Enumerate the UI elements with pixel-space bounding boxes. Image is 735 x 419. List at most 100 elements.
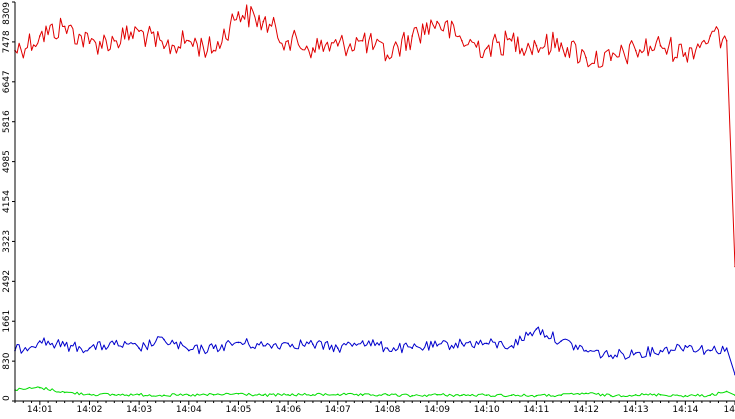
series-3-point xyxy=(560,394,562,397)
x-tick-label: 14:02 xyxy=(77,405,103,415)
series-3-point xyxy=(585,392,587,395)
series-2-point xyxy=(262,345,265,347)
series-3-point xyxy=(188,394,190,397)
series-2-point xyxy=(560,340,562,342)
series-3-point xyxy=(725,390,728,393)
series-3-point xyxy=(510,394,513,397)
series-2-point xyxy=(237,341,240,344)
series-1-line xyxy=(14,4,735,267)
series-2-point xyxy=(411,347,414,350)
series-3-point xyxy=(237,393,240,395)
y-tick-label: 5816 xyxy=(2,110,12,133)
series-2-point xyxy=(39,340,41,342)
series-1-point xyxy=(188,40,190,42)
series-2-point xyxy=(361,340,364,342)
series-2-point xyxy=(287,342,289,345)
series-1-point xyxy=(436,20,438,23)
series-2-line xyxy=(14,326,735,375)
series-1-point xyxy=(485,47,488,49)
series-3-point xyxy=(684,394,687,397)
y-tick-label: 6647 xyxy=(2,70,12,93)
series-2-point xyxy=(659,349,662,352)
series-1-point xyxy=(63,25,66,28)
series-1-point xyxy=(287,40,289,42)
series-3-point xyxy=(709,394,711,397)
series-1-point xyxy=(88,42,91,44)
series-1-point xyxy=(634,49,637,52)
series-2-point xyxy=(684,345,687,347)
x-tick-label: 14:01 xyxy=(27,405,53,415)
series-2-point xyxy=(212,347,215,350)
series-2-point xyxy=(535,328,538,330)
series-1-point xyxy=(535,44,538,47)
series-3-point xyxy=(63,391,66,394)
series-1-point xyxy=(337,44,339,47)
series-3-point xyxy=(461,394,463,397)
series-1-point xyxy=(461,40,463,42)
y-tick-label: 2492 xyxy=(2,270,12,293)
y-tick-label: 4154 xyxy=(2,190,12,213)
series-2-point xyxy=(88,347,91,350)
series-3-point xyxy=(262,394,265,397)
series-3-point xyxy=(212,394,215,396)
series-3-point xyxy=(411,394,414,397)
series-3-point xyxy=(386,394,389,396)
series-1-point xyxy=(585,56,587,59)
x-tick-label: 14:09 xyxy=(424,405,450,415)
series-2-point xyxy=(485,342,488,345)
series-3-point xyxy=(610,394,612,397)
y-tick-label: 8309 xyxy=(2,2,12,25)
series-3-point xyxy=(337,393,339,396)
series-1-point xyxy=(39,35,41,37)
series-2-point xyxy=(113,343,116,346)
series-2-point xyxy=(188,349,190,352)
series-1-point xyxy=(510,40,513,42)
x-tick-label: 14:06 xyxy=(275,405,301,415)
series-2-point xyxy=(610,354,612,357)
series-2-point xyxy=(461,342,463,345)
y-tick-label: 1661 xyxy=(2,310,12,333)
plot-area xyxy=(14,4,735,398)
series-3-point xyxy=(535,394,538,397)
series-1-point xyxy=(725,40,728,42)
series-3-line xyxy=(14,386,735,398)
series-1-point xyxy=(659,44,662,47)
series-2-point xyxy=(312,343,314,346)
series-3-point xyxy=(88,393,91,396)
series-1-point xyxy=(237,11,240,13)
x-tick-label: 14:08 xyxy=(374,405,400,415)
series-2-point xyxy=(725,347,728,350)
x-tick-label: 14:12 xyxy=(573,405,599,415)
series-1-point xyxy=(610,59,612,61)
series-1-point xyxy=(138,30,140,32)
x-tick-label: 14:07 xyxy=(325,405,351,415)
series-1-point xyxy=(411,35,414,37)
series-3-point xyxy=(287,394,289,396)
series-3-point xyxy=(113,394,116,396)
series-1-point xyxy=(361,40,364,42)
series-3-point xyxy=(39,386,41,389)
y-tick-label: 4985 xyxy=(2,150,12,173)
series-1-point xyxy=(212,49,215,52)
series-1-point xyxy=(312,47,314,49)
x-tick-label: 14:13 xyxy=(623,405,649,415)
series-2-point xyxy=(386,347,389,350)
series-2-point xyxy=(585,349,587,352)
series-1-point xyxy=(684,52,687,54)
series-1-point xyxy=(262,20,265,23)
y-tick-label: 3323 xyxy=(2,230,12,253)
y-tick-label: 7478 xyxy=(2,30,12,53)
series-2-point xyxy=(63,345,66,347)
series-3-point xyxy=(312,394,314,396)
series-2-point xyxy=(138,347,140,350)
series-2-point xyxy=(510,345,513,347)
series-3-point xyxy=(138,394,140,396)
series-2-point xyxy=(634,352,637,354)
series-3-point xyxy=(485,394,488,397)
series-3-point xyxy=(659,394,662,396)
y-tick-label: 0 xyxy=(2,395,12,401)
x-tick-label: 14:11 xyxy=(523,405,549,415)
